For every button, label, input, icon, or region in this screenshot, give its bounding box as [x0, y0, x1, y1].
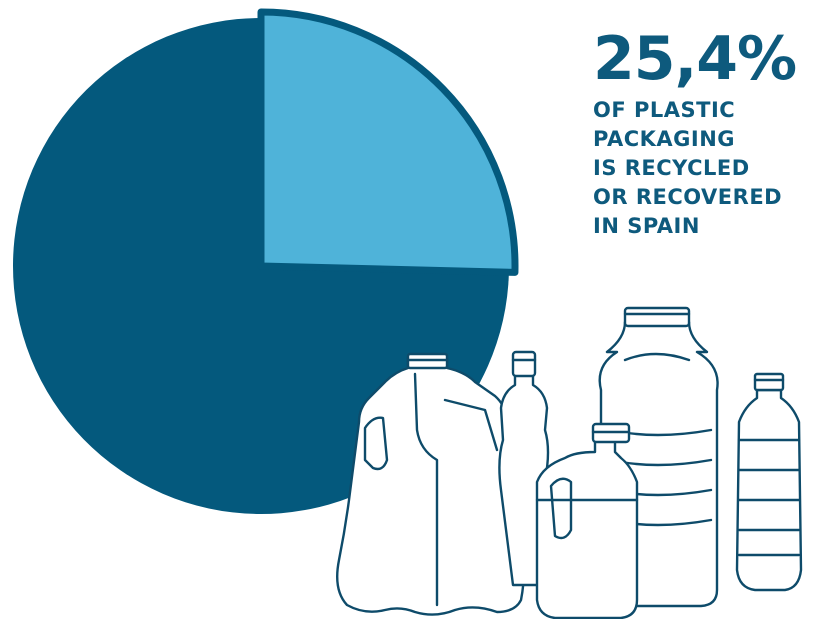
stat-caption-line: IN SPAIN — [593, 214, 700, 238]
pie-slice-recycled — [257, 8, 519, 276]
stat-caption: OF PLASTIC PACKAGING IS RECYCLED OR RECO… — [593, 96, 796, 241]
stat-callout: 25,4% OF PLASTIC PACKAGING IS RECYCLED O… — [593, 24, 797, 241]
stat-value: 25,4% — [593, 24, 797, 94]
plastic-bottles-icon — [336, 306, 803, 619]
stat-caption-line: IS RECYCLED — [593, 156, 750, 180]
small-water-bottle-icon — [735, 372, 803, 592]
small-jug-icon — [535, 422, 639, 619]
stat-caption-line: PACKAGING — [593, 127, 736, 151]
gallon-jug-icon — [336, 352, 526, 616]
stat-caption-line: OF PLASTIC — [593, 98, 736, 122]
stat-caption-line: OR RECOVERED — [593, 185, 783, 209]
